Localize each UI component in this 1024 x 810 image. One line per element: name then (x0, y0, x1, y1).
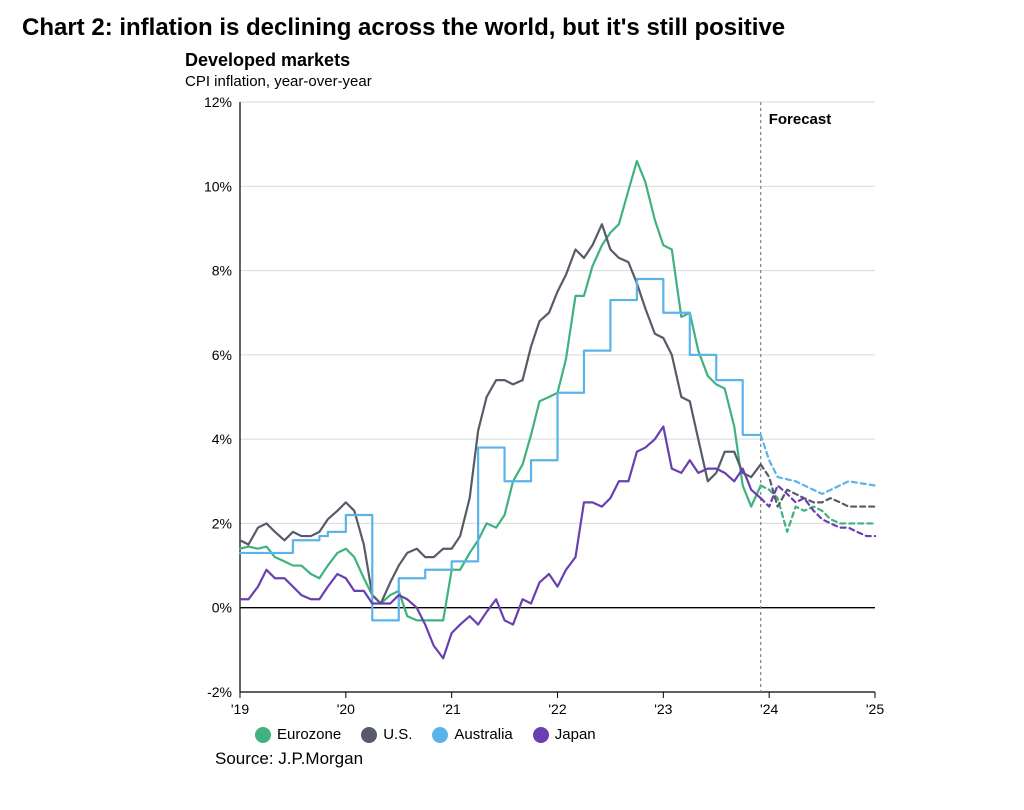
chart-source: Source: J.P.Morgan (215, 749, 885, 769)
y-tick-label: 0% (212, 600, 232, 616)
x-tick-label: '20 (337, 701, 355, 717)
legend-dot-icon (255, 727, 271, 743)
legend-item-us: U.S. (361, 726, 412, 743)
chart-plot: -2% 0% 2% 4% 6% 8% 10% 12% '19 '20 '21 '22 '23 '24 '25… (185, 92, 885, 722)
chart-legend: Eurozone U.S. Australia Japan (255, 726, 885, 743)
legend-item-japan: Japan (533, 726, 596, 743)
y-tick-label: 10% (204, 178, 232, 194)
page-title: Chart 2: inflation is declining across t… (22, 14, 1004, 42)
y-tick-label: 2% (212, 515, 232, 531)
x-tick-label: '25 (866, 701, 884, 717)
chart-container: Developed markets CPI inflation, year-ov… (185, 50, 885, 769)
y-tick-label: 8% (212, 263, 232, 279)
y-tick-label: 6% (212, 347, 232, 363)
x-tick-label: '23 (654, 701, 672, 717)
x-tick-label: '19 (231, 701, 249, 717)
forecast-label: Forecast (769, 111, 832, 128)
y-tick-label: 4% (212, 431, 232, 447)
legend-label: Australia (454, 726, 512, 743)
legend-label: U.S. (383, 726, 412, 743)
legend-dot-icon (432, 727, 448, 743)
line-chart-svg: -2% 0% 2% 4% 6% 8% 10% 12% '19 '20 '21 '22 '23 '24 '25… (185, 92, 885, 722)
chart-title: Developed markets (185, 50, 885, 71)
legend-dot-icon (533, 727, 549, 743)
y-tick-label: 12% (204, 94, 232, 110)
chart-subtitle: CPI inflation, year-over-year (185, 73, 885, 90)
x-tick-label: '22 (548, 701, 566, 717)
legend-label: Japan (555, 726, 596, 743)
x-tick-label: '21 (443, 701, 461, 717)
legend-item-eurozone: Eurozone (255, 726, 341, 743)
y-tick-label: -2% (207, 684, 232, 700)
legend-label: Eurozone (277, 726, 341, 743)
x-tick-label: '24 (760, 701, 778, 717)
legend-dot-icon (361, 727, 377, 743)
legend-item-australia: Australia (432, 726, 512, 743)
